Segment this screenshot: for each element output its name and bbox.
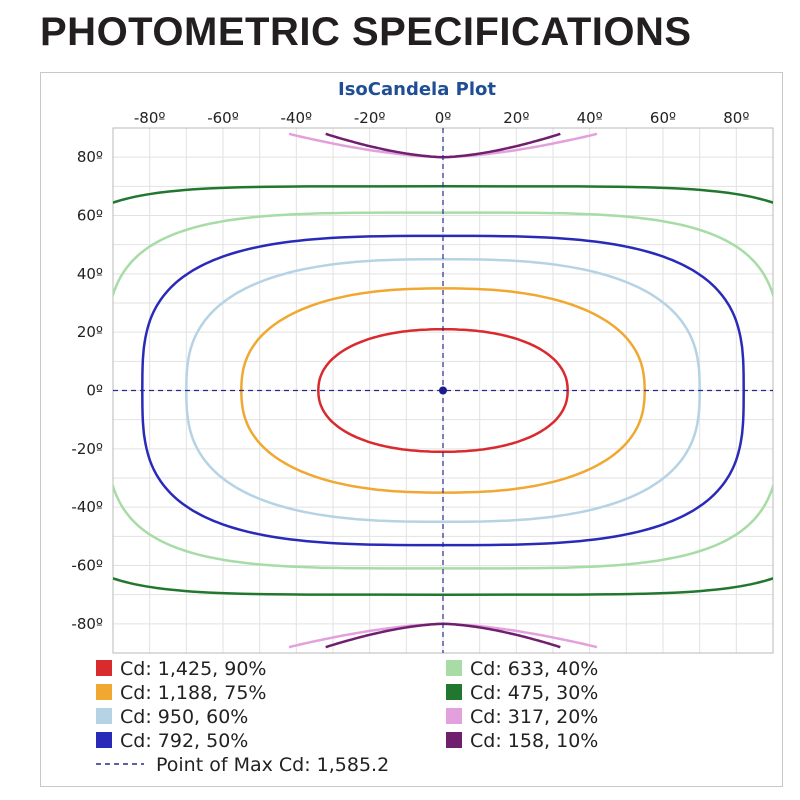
x-tick-label: -60º [207, 109, 239, 127]
legend-label-75-percent: Cd: 1,188, 75% [120, 682, 266, 704]
x-tick-label: 40º [577, 109, 603, 127]
legend-label-60-percent: Cd: 950, 60% [120, 706, 248, 728]
legend-label-10-percent: Cd: 158, 10% [470, 730, 598, 752]
legend-swatch-50-percent [96, 732, 112, 748]
y-tick-label: 60º [77, 207, 103, 225]
legend-swatch-40-percent [446, 660, 462, 676]
legend: Cd: 1,425, 90%Cd: 1,188, 75%Cd: 950, 60%… [96, 658, 598, 776]
plot-area: -80º -60º -40º -20º 0º 20º 40º 60º 80º 80º 60º 40º 2… [71, 109, 774, 654]
isocandela-chart: IsoCandela Plot -80º -60º -40º -20º 0º 20º 40º… [40, 72, 783, 787]
legend-swatch-75-percent [96, 684, 112, 700]
contour-40-percent [113, 211, 773, 570]
y-tick-label: -40º [71, 498, 103, 516]
chart-canvas: IsoCandela Plot -80º -60º -40º -20º 0º 20º 40º… [71, 79, 774, 776]
y-tick-label: 0º [86, 382, 103, 400]
x-tick-label: -40º [281, 109, 313, 127]
y-tick-label: 40º [77, 265, 103, 283]
legend-label-40-percent: Cd: 633, 40% [470, 658, 598, 680]
page-title: PHOTOMETRIC SPECIFICATIONS [40, 10, 692, 54]
legend-label-90-percent: Cd: 1,425, 90% [120, 658, 266, 680]
y-tick-label: 20º [77, 323, 103, 341]
y-tick-label: -60º [71, 557, 103, 575]
x-tick-label: 20º [503, 109, 529, 127]
legend-swatch-90-percent [96, 660, 112, 676]
legend-swatch-10-percent [446, 732, 462, 748]
max-point-marker [439, 386, 447, 395]
legend-max-point-label: Point of Max Cd: 1,585.2 [156, 754, 389, 776]
legend-label-30-percent: Cd: 475, 30% [470, 682, 598, 704]
x-tick-label: 80º [723, 109, 749, 127]
contour-30-percent [113, 185, 773, 596]
legend-swatch-60-percent [96, 708, 112, 724]
x-tick-label: -80º [134, 109, 166, 127]
legend-swatch-30-percent [446, 684, 462, 700]
y-tick-label: -80º [71, 615, 103, 633]
y-tick-label: 80º [77, 148, 103, 166]
chart-title: IsoCandela Plot [338, 79, 496, 100]
contour-90-percent [317, 328, 569, 454]
legend-label-20-percent: Cd: 317, 20% [470, 706, 598, 728]
y-tick-label: -20º [71, 440, 103, 458]
x-tick-label: 60º [650, 109, 676, 127]
legend-label-50-percent: Cd: 792, 50% [120, 730, 248, 752]
legend-swatch-20-percent [446, 708, 462, 724]
x-tick-label: 0º [435, 109, 452, 127]
x-tick-label: -20º [354, 109, 386, 127]
